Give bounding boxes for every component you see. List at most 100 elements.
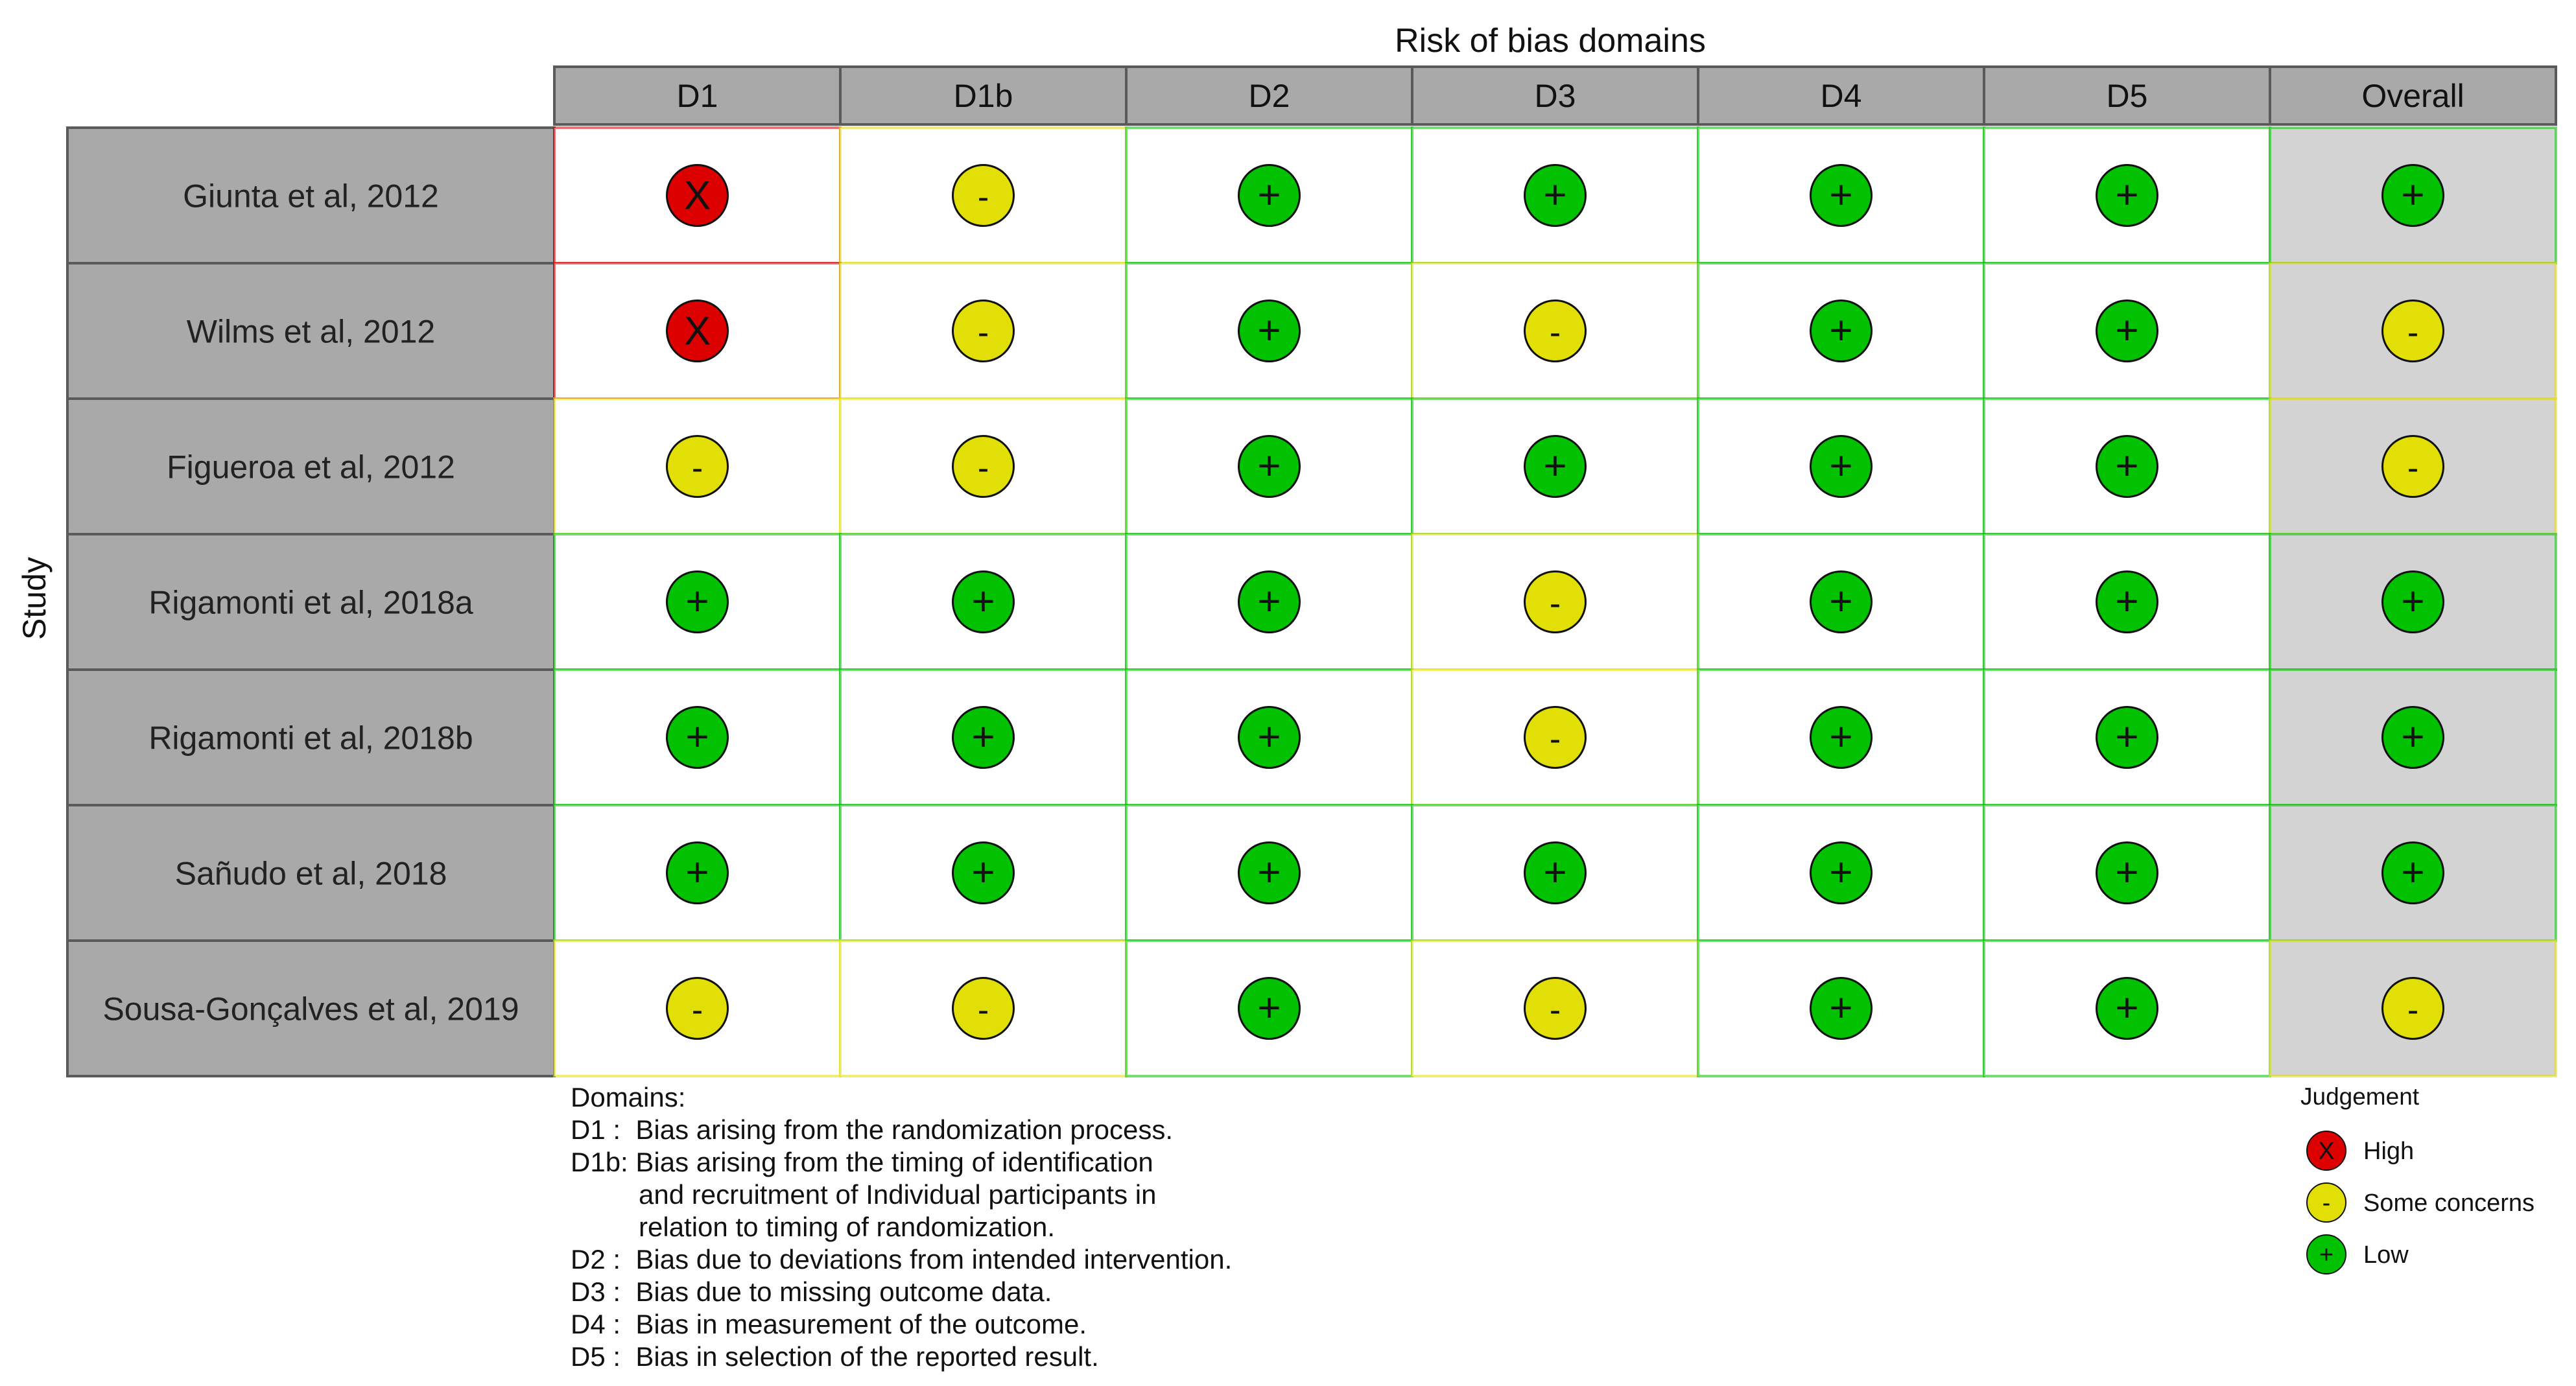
judgement-symbol: + — [1257, 173, 1281, 218]
judgement-low-icon — [666, 841, 729, 904]
header-label-d2: D2 — [1249, 78, 1290, 114]
header-label-overall: Overall — [2361, 78, 2464, 114]
judgement-symbol: + — [685, 580, 709, 624]
judgement-low-icon — [952, 841, 1015, 904]
judgement-low-icon — [1810, 706, 1873, 769]
judgement-symbol: + — [2115, 851, 2138, 895]
legend-title: Judgement — [2300, 1083, 2420, 1110]
judgement-symbol: + — [1829, 444, 1852, 489]
domain-description: D5 : Bias in selection of the reported r… — [571, 1341, 1099, 1372]
judgement-symbol: + — [2401, 580, 2424, 624]
judgement-symbol: + — [1257, 309, 1281, 353]
judgement-symbol: + — [2115, 715, 2138, 760]
legend-symbol: X — [2318, 1138, 2334, 1165]
judgement-low-icon — [1810, 300, 1873, 362]
header-label-d4: D4 — [1821, 78, 1862, 114]
legend-symbol: + — [2319, 1241, 2334, 1269]
judgement-some-icon — [1524, 570, 1587, 633]
legend-symbol: - — [2322, 1190, 2331, 1217]
judgement-some-icon — [2381, 435, 2444, 498]
judgement-low-icon — [2096, 164, 2158, 227]
judgement-symbol: + — [971, 715, 995, 760]
domain-description: relation to timing of randomization. — [571, 1212, 1055, 1242]
judgement-symbol: + — [2115, 580, 2138, 624]
judgement-symbol: + — [1257, 715, 1281, 760]
judgement-symbol: + — [1829, 851, 1852, 895]
judgement-some-icon — [952, 300, 1015, 362]
judgement-symbol: + — [1543, 444, 1566, 489]
judgement-symbol: - — [2407, 992, 2418, 1029]
cell-d4 — [1697, 533, 1985, 671]
judgement-symbol: + — [2401, 173, 2424, 218]
header-cell-d4 — [1697, 65, 1985, 126]
judgement-grid: X - + + + + + X - + - + + - - - + + + + - + + + - + + + + + + - + + + + + + + +… — [553, 126, 2557, 1077]
judgement-low-icon — [2096, 300, 2158, 362]
judgement-some-icon — [952, 435, 1015, 498]
judgement-symbol: - — [978, 314, 989, 352]
judgement-low-icon — [1238, 977, 1301, 1040]
domains-title: Domains: — [571, 1082, 685, 1112]
header-cell-d1b — [839, 65, 1128, 126]
header-cell-d1 — [553, 65, 842, 126]
study-label: Sousa-Gonçalves et al, 2019 — [102, 991, 519, 1028]
judgement-low-icon — [1238, 706, 1301, 769]
judgement-low-icon — [2381, 570, 2444, 633]
judgement-some-icon — [952, 977, 1015, 1040]
judgement-symbol: + — [2115, 173, 2138, 218]
judgement-low-icon — [2381, 164, 2444, 227]
judgement-high-icon — [666, 164, 729, 227]
judgement-symbol: + — [685, 851, 709, 895]
study-label: Rigamonti et al, 2018a — [148, 585, 473, 621]
header-label-d5: D5 — [2107, 78, 2148, 114]
judgement-low-icon — [1238, 164, 1301, 227]
judgement-symbol: + — [1257, 444, 1281, 489]
legend-high-icon — [2306, 1131, 2346, 1171]
judgement-symbol: - — [1550, 992, 1561, 1029]
judgement-high-icon — [666, 300, 729, 362]
judgement-some-icon — [1524, 706, 1587, 769]
judgement-symbol: + — [2401, 715, 2424, 760]
study-label-column: Giunta et al, 2012 Wilms et al, 2012 Figue… — [66, 126, 556, 1077]
judgement-symbol: - — [2407, 450, 2418, 487]
judgement-symbol: + — [971, 851, 995, 895]
header-cell-d5 — [1983, 65, 2271, 126]
study-label: Rigamonti et al, 2018b — [148, 720, 473, 757]
judgement-low-icon — [2096, 706, 2158, 769]
judgement-legend: X High - Some concerns + Low — [2306, 1131, 2535, 1274]
judgement-symbol: - — [1550, 314, 1561, 352]
judgement-some-icon — [2381, 977, 2444, 1040]
judgement-some-icon — [666, 435, 729, 498]
judgement-some-icon — [666, 977, 729, 1040]
study-label: Sañudo et al, 2018 — [175, 856, 447, 892]
judgement-low-icon — [1810, 841, 1873, 904]
judgement-symbol: - — [978, 450, 989, 487]
legend-label: High — [2363, 1138, 2414, 1165]
judgement-low-icon — [666, 706, 729, 769]
judgement-low-icon — [1238, 841, 1301, 904]
judgement-symbol: + — [1543, 851, 1566, 895]
judgement-low-icon — [2096, 977, 2158, 1040]
judgement-symbol: + — [1543, 173, 1566, 218]
judgement-low-icon — [1810, 570, 1873, 633]
cell-d3 — [1411, 939, 1699, 1077]
judgement-low-icon — [1524, 435, 1587, 498]
judgement-some-icon — [1524, 977, 1587, 1040]
judgement-low-icon — [952, 570, 1015, 633]
judgement-symbol: + — [971, 580, 995, 624]
domain-description: D1b: Bias arising from the timing of ide… — [571, 1147, 1153, 1177]
study-label: Figueroa et al, 2012 — [167, 449, 455, 486]
legend-low-icon — [2306, 1234, 2346, 1274]
header-label-d3: D3 — [1535, 78, 1576, 114]
legend-label: Some concerns — [2363, 1190, 2535, 1217]
judgement-low-icon — [666, 570, 729, 633]
judgement-low-icon — [1524, 841, 1587, 904]
judgement-low-icon — [1524, 164, 1587, 227]
judgement-symbol: X — [684, 309, 711, 354]
judgement-symbol: - — [978, 179, 989, 217]
judgement-symbol: - — [978, 992, 989, 1029]
header-label-d1: D1 — [677, 78, 718, 114]
judgement-symbol: + — [1829, 173, 1852, 218]
judgement-low-icon — [1238, 570, 1301, 633]
study-cell — [66, 126, 556, 264]
judgement-symbol: + — [1829, 309, 1852, 353]
